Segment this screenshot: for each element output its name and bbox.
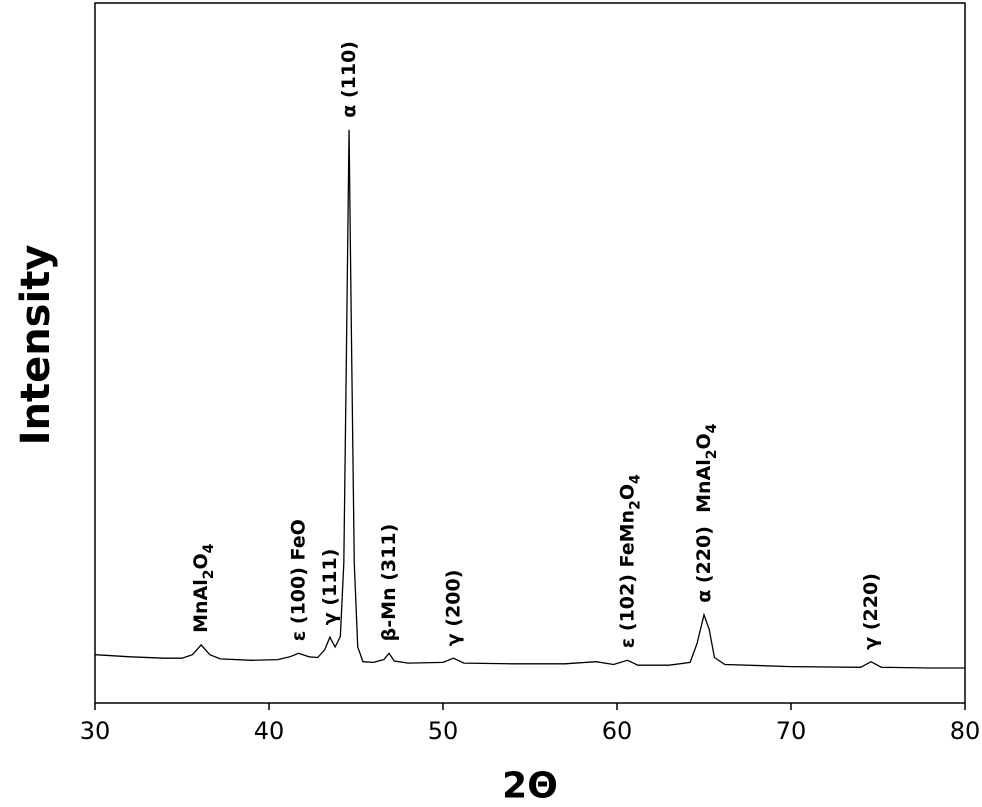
annotation-part: α (110) [338, 41, 360, 118]
x-tick-label: 30 [80, 717, 111, 745]
annotation-part: α (220) MnAl [693, 459, 715, 603]
y-axis-label: Intensity [13, 245, 59, 446]
annotation-part: 4 [704, 423, 720, 433]
x-tick-label: 70 [776, 717, 807, 745]
annotation-part: 4 [627, 474, 643, 484]
x-tick-label: 50 [428, 717, 459, 745]
annotation-part: γ (220) [860, 573, 882, 650]
peak-annotation: γ (111) [319, 549, 341, 626]
annotation-part: ε (100) FeO [288, 519, 310, 641]
x-tick-label: 80 [950, 717, 981, 745]
x-axis-label: 2Θ [502, 766, 558, 807]
annotation-part: 2 [201, 569, 217, 579]
peak-annotation: γ (200) [442, 570, 464, 647]
annotation-part: γ (200) [442, 570, 464, 647]
annotation-part: 2 [627, 500, 643, 510]
xrd-pattern [94, 129, 965, 669]
annotation-part: 2 [704, 449, 720, 459]
annotation-part: β-Mn (311) [378, 524, 400, 642]
peak-annotation: γ (220) [860, 573, 882, 650]
annotation-part: O [190, 553, 212, 569]
peak-annotation: β-Mn (311) [378, 524, 400, 642]
annotation-part: 4 [201, 543, 217, 553]
annotation-part: O [616, 484, 638, 500]
x-tick-label: 40 [254, 717, 285, 745]
peak-annotation: ε (100) FeO [288, 519, 310, 641]
annotation-part: MnAl [190, 579, 212, 633]
peak-annotation: α (110) [338, 41, 360, 118]
x-tick-label: 60 [602, 717, 633, 745]
plot-frame [94, 2, 966, 704]
annotation-part: ε (102) FeMn [616, 510, 638, 648]
annotation-part: γ (111) [319, 549, 341, 626]
annotation-part: O [693, 433, 715, 449]
peak-annotation: ε (102) FeMn2O4 [616, 474, 643, 648]
peak-annotation: α (220) MnAl2O4 [693, 423, 720, 602]
peak-annotation: MnAl2O4 [190, 543, 217, 633]
